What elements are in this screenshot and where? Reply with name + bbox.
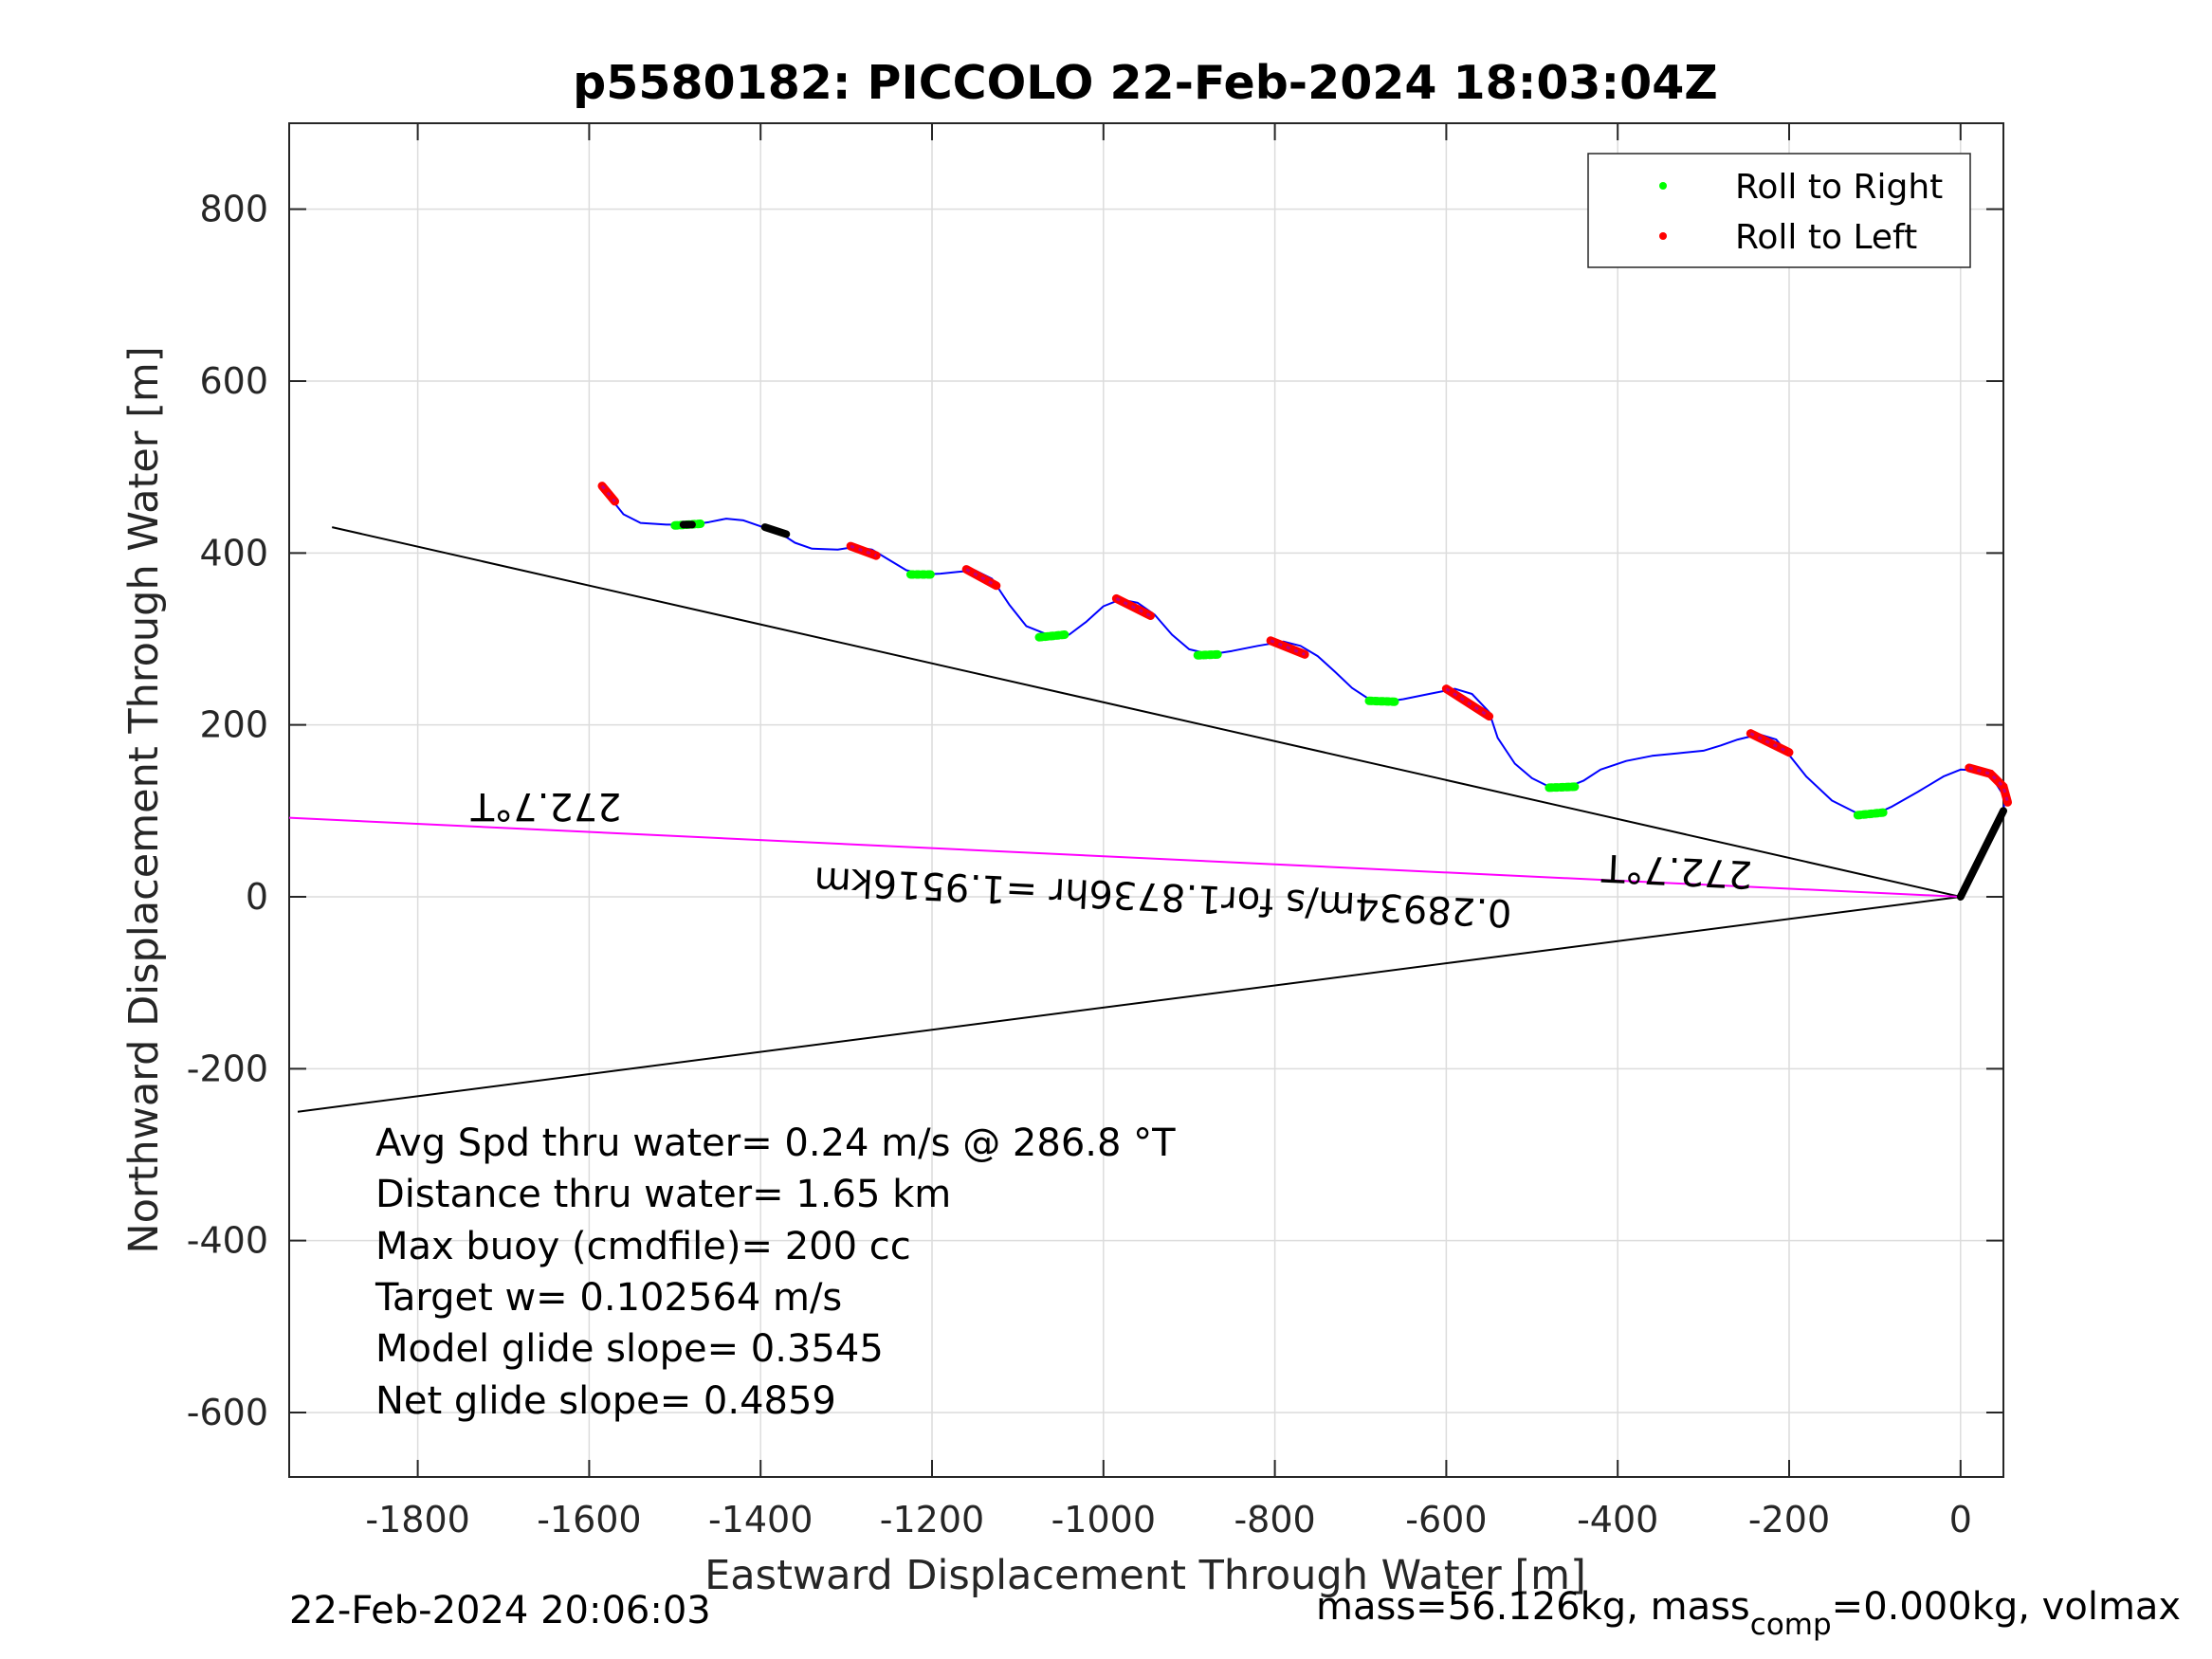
roll-left-segment-overlay xyxy=(1749,732,1790,755)
x-tick-label: -1600 xyxy=(537,1499,641,1540)
annotation-label: 272.7°T xyxy=(1600,845,1754,895)
roll-left-segment-overlay xyxy=(1968,766,2009,803)
roll-left-segment xyxy=(1441,684,1494,721)
roll-left-segment xyxy=(846,541,881,560)
mass-subscript: comp xyxy=(1750,1608,1832,1642)
y-tick-label: 400 xyxy=(199,532,268,574)
y-tick-label: -200 xyxy=(187,1048,268,1089)
y-tick-label: 0 xyxy=(246,876,268,918)
roll-left-segment-overlay xyxy=(1115,597,1152,617)
mass-text-post: =0.000kg, volmax xyxy=(1832,1585,2181,1629)
roll-right-segment xyxy=(1364,696,1399,706)
roll-right-segment xyxy=(1853,808,1888,820)
x-tick-label: -1400 xyxy=(708,1499,813,1540)
reference-lines xyxy=(288,526,1962,1113)
annotation-label: 272.7°T xyxy=(470,784,622,828)
legend-marker-roll-left xyxy=(1659,232,1667,240)
x-tick-label: -1000 xyxy=(1051,1499,1156,1540)
y-tick-labels: -600 -400 -200 0 200 400 600 800 xyxy=(187,189,268,1433)
legend-label-roll-left: Roll to Left xyxy=(1735,218,1917,257)
legend-marker-roll-right xyxy=(1659,182,1667,190)
legend-box xyxy=(1587,153,1971,268)
roll-left-segment-overlay xyxy=(600,484,616,502)
stat-distance: Distance thru water= 1.65 km xyxy=(375,1173,951,1216)
black-segment xyxy=(760,523,791,538)
x-tick-label: -1200 xyxy=(880,1499,984,1540)
stat-max-buoy: Max buoy (cmdfile)= 200 cc xyxy=(375,1225,911,1268)
roll-left-segment-overlay xyxy=(1270,639,1306,656)
y-tick-marks xyxy=(289,208,2003,1413)
y-tick-label: 800 xyxy=(199,189,268,230)
lower-bound-line xyxy=(297,896,1961,1113)
x-tick-labels: -1800 -1600 -1400 -1200 -1000 -800 -600 -400 -20… xyxy=(365,1499,1972,1540)
roll-right-segment xyxy=(1545,782,1580,793)
footer-timestamp: 22-Feb-2024 20:06:03 xyxy=(289,1589,711,1632)
x-axis-label: Eastward Displacement Through Water [m] xyxy=(704,1552,1586,1599)
roll-segments xyxy=(597,482,2012,901)
legend: Roll to Right Roll to Left xyxy=(1587,153,1971,268)
stat-net-glide-slope: Net glide slope= 0.4859 xyxy=(375,1379,836,1423)
x-tick-label: -1800 xyxy=(365,1499,469,1540)
y-tick-label: 600 xyxy=(199,360,268,402)
x-tick-label: -200 xyxy=(1748,1499,1830,1540)
roll-right-segment xyxy=(1193,649,1224,660)
x-tick-label: 0 xyxy=(1949,1499,1972,1540)
mass-text-pre: mass=56.126kg, mass xyxy=(1316,1585,1750,1629)
x-tick-marks xyxy=(416,123,1962,1477)
y-tick-label: -600 xyxy=(187,1392,268,1433)
stat-model-glide-slope: Model glide slope= 0.3545 xyxy=(375,1327,884,1371)
stat-target-w: Target w= 0.102564 m/s xyxy=(375,1276,842,1320)
y-axis-label: Northward Displacement Through Water [m] xyxy=(120,346,168,1253)
upper-bound-line xyxy=(331,526,1962,898)
legend-label-roll-right: Roll to Right xyxy=(1735,168,1943,207)
roll-right-segment xyxy=(1034,630,1069,642)
y-tick-label: 200 xyxy=(199,704,268,746)
y-tick-label: -400 xyxy=(187,1220,268,1262)
net-current-line xyxy=(288,816,1961,898)
x-tick-label: -400 xyxy=(1577,1499,1658,1540)
chart-title: p5580182: PICCOLO 22-Feb-2024 18:03:04Z xyxy=(573,56,1718,110)
x-tick-label: -600 xyxy=(1405,1499,1487,1540)
stats-block: Avg Spd thru water= 0.24 m/s @ 286.8 °T … xyxy=(375,1121,1176,1423)
grid xyxy=(289,123,2003,1477)
x-tick-label: -800 xyxy=(1234,1499,1315,1540)
footer-mass-info: mass=56.126kg, masscomp=0.000kg, volmax xyxy=(1316,1585,2181,1642)
roll-left-segment-overlay xyxy=(965,568,997,588)
stat-avg-speed: Avg Spd thru water= 0.24 m/s @ 286.8 °T xyxy=(375,1121,1176,1165)
black-segment xyxy=(1956,807,2007,901)
